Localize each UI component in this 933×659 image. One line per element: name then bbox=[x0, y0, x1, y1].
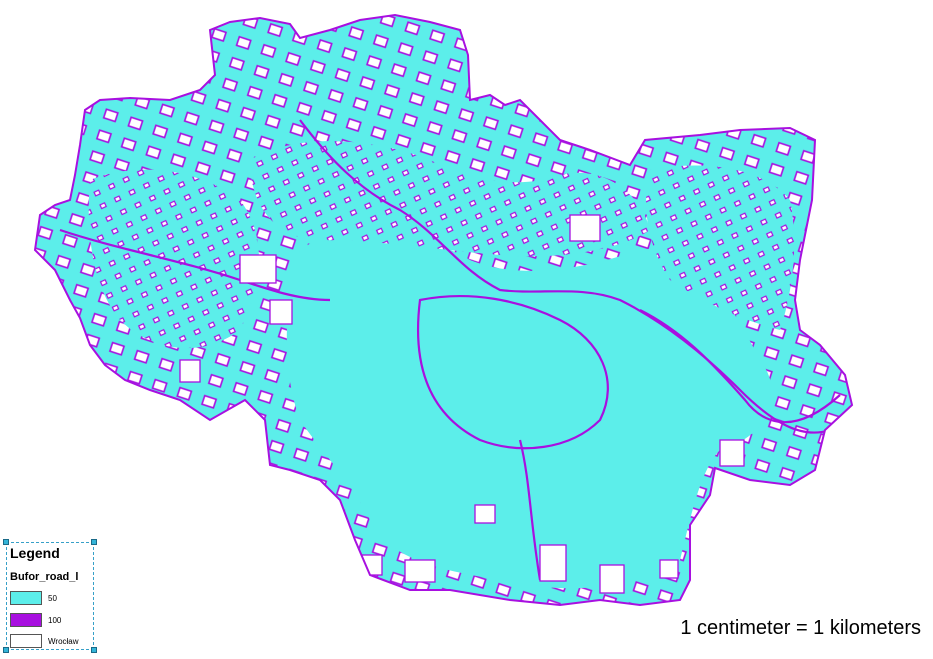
legend[interactable]: Legend Bufor_road_l 50 100 Wrocław bbox=[3, 539, 97, 653]
east-road bbox=[639, 309, 841, 424]
legend-label-50: 50 bbox=[48, 594, 57, 603]
legend-item-50: 50 bbox=[10, 591, 94, 607]
legend-item-wroclaw: Wrocław bbox=[10, 634, 94, 650]
legend-label-100: 100 bbox=[48, 616, 62, 625]
block bbox=[599, 564, 625, 594]
buffer-50-west bbox=[88, 169, 259, 349]
unbuffered-blocks bbox=[179, 214, 745, 594]
resize-handle-bottom-right[interactable] bbox=[91, 647, 97, 653]
block bbox=[719, 439, 745, 467]
resize-handle-top-right[interactable] bbox=[91, 539, 97, 545]
block bbox=[239, 254, 277, 284]
ring-road bbox=[416, 295, 609, 450]
resize-handle-bottom-left[interactable] bbox=[3, 647, 9, 653]
block bbox=[659, 559, 679, 579]
scale-text: 1 centimeter = 1 kilometers bbox=[680, 617, 921, 639]
legend-item-100: 100 bbox=[10, 613, 94, 629]
legend-title: Legend bbox=[10, 545, 60, 561]
legend-swatch-100 bbox=[10, 613, 42, 627]
legend-swatch-50 bbox=[10, 591, 42, 605]
block bbox=[569, 214, 601, 242]
buffer-100-roads bbox=[59, 119, 841, 581]
city-outline-top bbox=[33, 13, 854, 607]
legend-swatch-wroclaw bbox=[10, 634, 42, 648]
west-road bbox=[59, 228, 331, 302]
buffer-50-core bbox=[286, 231, 773, 589]
south-road bbox=[518, 439, 542, 581]
river-road bbox=[299, 119, 831, 434]
buffer-50-east bbox=[646, 165, 795, 330]
legend-label-wroclaw: Wrocław bbox=[48, 637, 79, 646]
resize-handle-top-left[interactable] bbox=[3, 539, 9, 545]
buffer-50-north bbox=[250, 141, 650, 257]
block bbox=[404, 559, 436, 583]
block bbox=[539, 544, 567, 582]
block bbox=[179, 359, 201, 383]
block bbox=[474, 504, 496, 524]
legend-layer-name: Bufor_road_l bbox=[10, 571, 79, 583]
block bbox=[269, 299, 293, 325]
